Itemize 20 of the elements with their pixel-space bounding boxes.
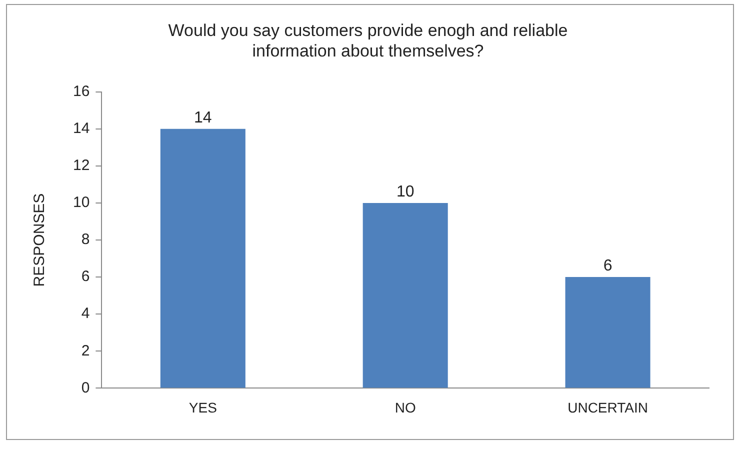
data-label: 14 <box>194 109 212 126</box>
y-axis-title: RESPONSES <box>31 193 48 287</box>
y-tick-label: 6 <box>81 268 90 286</box>
bar <box>362 202 448 388</box>
y-tick-label: 10 <box>72 194 90 212</box>
y-tick-label: 0 <box>81 379 90 396</box>
x-tick-label: NO <box>394 399 416 416</box>
y-tick-label: 12 <box>72 157 90 174</box>
y-tick-label: 4 <box>81 305 90 322</box>
y-tick-label: 8 <box>81 231 90 248</box>
y-tick-label: 2 <box>81 342 90 360</box>
bar <box>160 128 246 388</box>
x-tick-label: UNCERTAIN <box>568 399 648 416</box>
x-tick-label: YES <box>188 399 217 416</box>
y-tick-label: 14 <box>72 120 90 137</box>
data-label: 6 <box>603 257 612 274</box>
y-tick-label: 16 <box>72 82 90 100</box>
bar <box>565 277 650 388</box>
chart-title: Would you say customers provide enogh and reliable information about themselves? <box>168 20 568 60</box>
data-label: 10 <box>396 183 414 200</box>
